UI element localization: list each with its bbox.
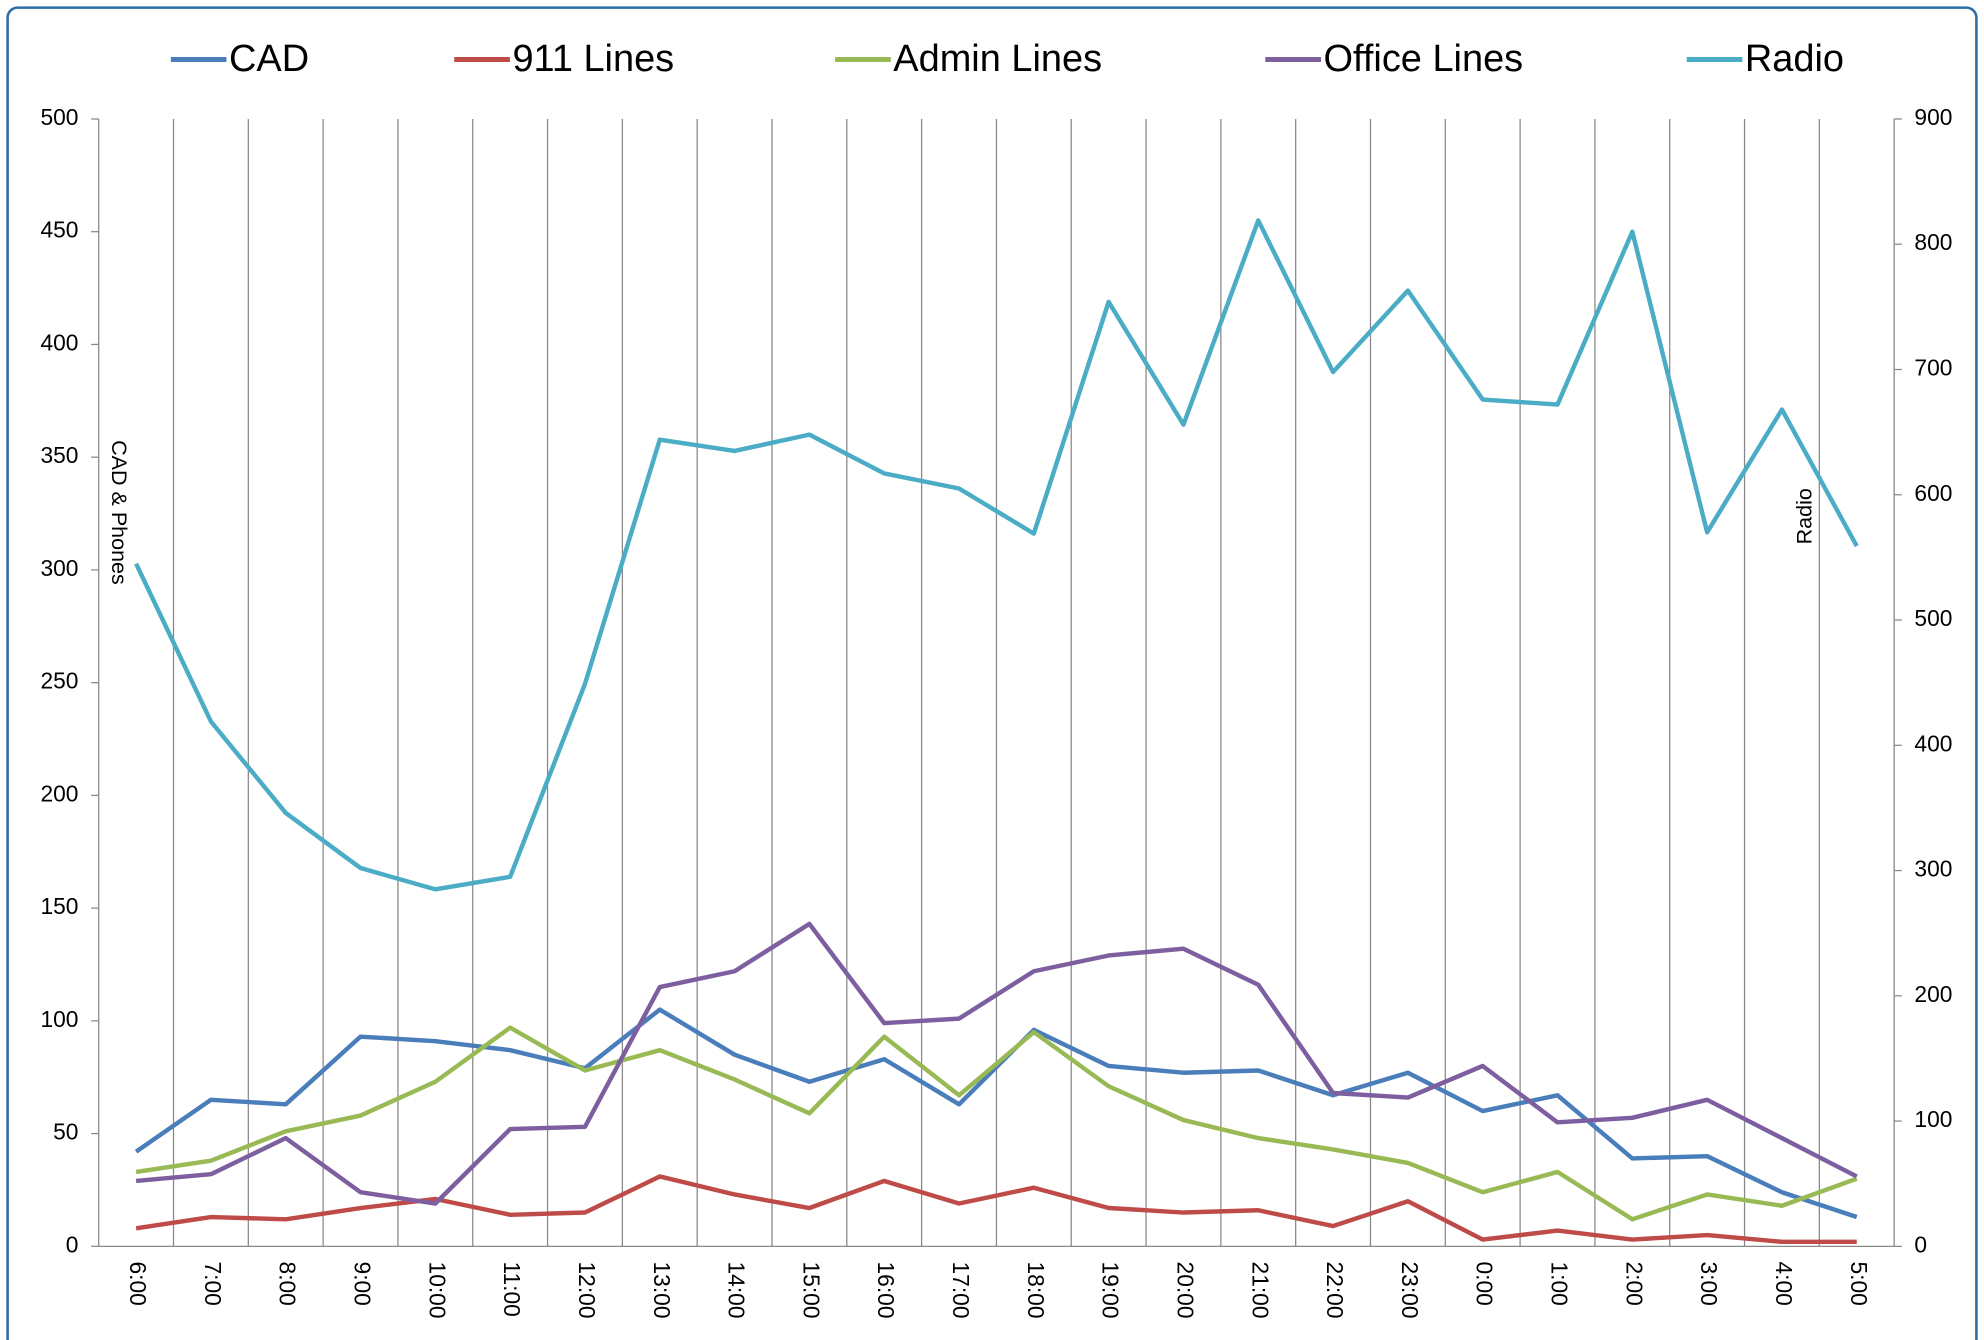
- y-tick-label: 200: [40, 780, 78, 806]
- x-tick-label: 14:00: [724, 1262, 750, 1319]
- y-axis-title: CAD & Phones: [107, 440, 131, 585]
- frame: [6, 6, 1978, 1340]
- y-tick-label: 350: [40, 442, 78, 468]
- series-line: [134, 218, 1859, 892]
- y2-tick-label: 800: [1914, 229, 1952, 255]
- y2-axis-title: Radio: [1792, 488, 1816, 544]
- x-tick-label: 16:00: [873, 1262, 899, 1319]
- legend-label: Admin Lines: [893, 38, 1102, 80]
- y2-tick-label: 400: [1914, 730, 1952, 756]
- x-tick-label: 20:00: [1172, 1262, 1198, 1319]
- x-tick-label: 18:00: [1023, 1262, 1049, 1319]
- x-tick-label: 19:00: [1098, 1262, 1124, 1319]
- x-tick-label: 6:00: [125, 1262, 151, 1306]
- y2-tick-label: 600: [1914, 480, 1952, 506]
- y2-tick-label: 200: [1914, 981, 1952, 1007]
- x-tick-label: 8:00: [275, 1262, 301, 1306]
- legend-label: Office Lines: [1324, 38, 1524, 80]
- y-tick-label: 400: [40, 329, 78, 355]
- x-tick-label: 10:00: [424, 1262, 450, 1319]
- legend-label: Radio: [1745, 38, 1844, 80]
- x-tick-label: 15:00: [798, 1262, 824, 1319]
- x-tick-label: 0:00: [1472, 1262, 1498, 1306]
- y-tick-label: 150: [40, 893, 78, 919]
- y-tick-label: 100: [40, 1006, 78, 1032]
- series-line: [135, 921, 1858, 1206]
- x-tick-label: 3:00: [1696, 1262, 1722, 1306]
- x-tick-label: 21:00: [1247, 1262, 1273, 1319]
- x-tick-label: 12:00: [574, 1262, 600, 1319]
- x-tick-label: 2:00: [1621, 1262, 1647, 1306]
- x-tick-label: 7:00: [200, 1262, 226, 1306]
- y2-tick-label: 500: [1914, 605, 1952, 631]
- x-tick-label: 17:00: [948, 1262, 974, 1319]
- y-tick-label: 0: [66, 1231, 79, 1257]
- x-tick-label: 22:00: [1322, 1262, 1348, 1319]
- y2-tick-label: 300: [1914, 856, 1952, 882]
- y2-tick-label: 100: [1914, 1106, 1952, 1132]
- x-tick-label: 9:00: [350, 1262, 376, 1306]
- x-tick-label: 13:00: [649, 1262, 675, 1319]
- y2-tick-label: 0: [1914, 1231, 1927, 1257]
- y-tick-label: 300: [40, 555, 78, 581]
- x-tick-label: 23:00: [1397, 1262, 1423, 1319]
- x-tick-label: 1:00: [1546, 1262, 1572, 1306]
- y2-tick-label: 900: [1914, 104, 1952, 130]
- legend-label: 911 Lines: [512, 38, 674, 80]
- x-tick-label: 5:00: [1846, 1262, 1872, 1306]
- x-tick-label: 11:00: [499, 1262, 525, 1317]
- series-line: [134, 1007, 1858, 1220]
- y-tick-label: 50: [53, 1119, 78, 1145]
- category-grid: [172, 118, 1820, 1247]
- y2-tick-label: 700: [1914, 355, 1952, 381]
- x-tick-label: 4:00: [1771, 1262, 1797, 1306]
- series-line: [135, 1025, 1858, 1222]
- y-tick-label: 450: [40, 217, 78, 243]
- legend-label: CAD: [229, 38, 309, 80]
- y-tick-label: 500: [40, 104, 78, 130]
- y-tick-label: 250: [40, 668, 78, 694]
